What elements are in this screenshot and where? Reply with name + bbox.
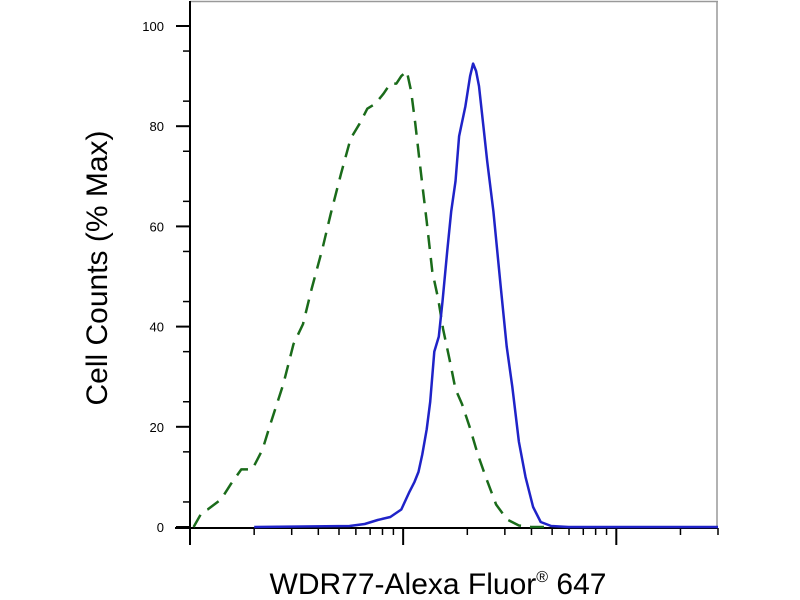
x-axis-label-suffix: 647	[548, 568, 606, 600]
dashed-histogram-line	[192, 69, 551, 529]
y-tick-label: 100	[142, 19, 164, 34]
solid-histogram-line	[254, 62, 718, 529]
y-axis-label: Cell Counts (% Max)	[81, 130, 114, 405]
x-axis-label-text: WDR77-Alexa Fluor	[270, 568, 537, 600]
y-tick-label: 0	[157, 520, 164, 535]
series-layer	[192, 62, 718, 529]
x-axis-label: WDR77-Alexa Fluor® 647	[270, 568, 607, 600]
x-axis-label-reg: ®	[536, 569, 548, 586]
y-tick-label: 60	[150, 219, 164, 234]
y-tick-label: 20	[150, 420, 164, 435]
y-tick-label: 40	[150, 320, 164, 335]
y-tick-label: 80	[150, 119, 164, 134]
